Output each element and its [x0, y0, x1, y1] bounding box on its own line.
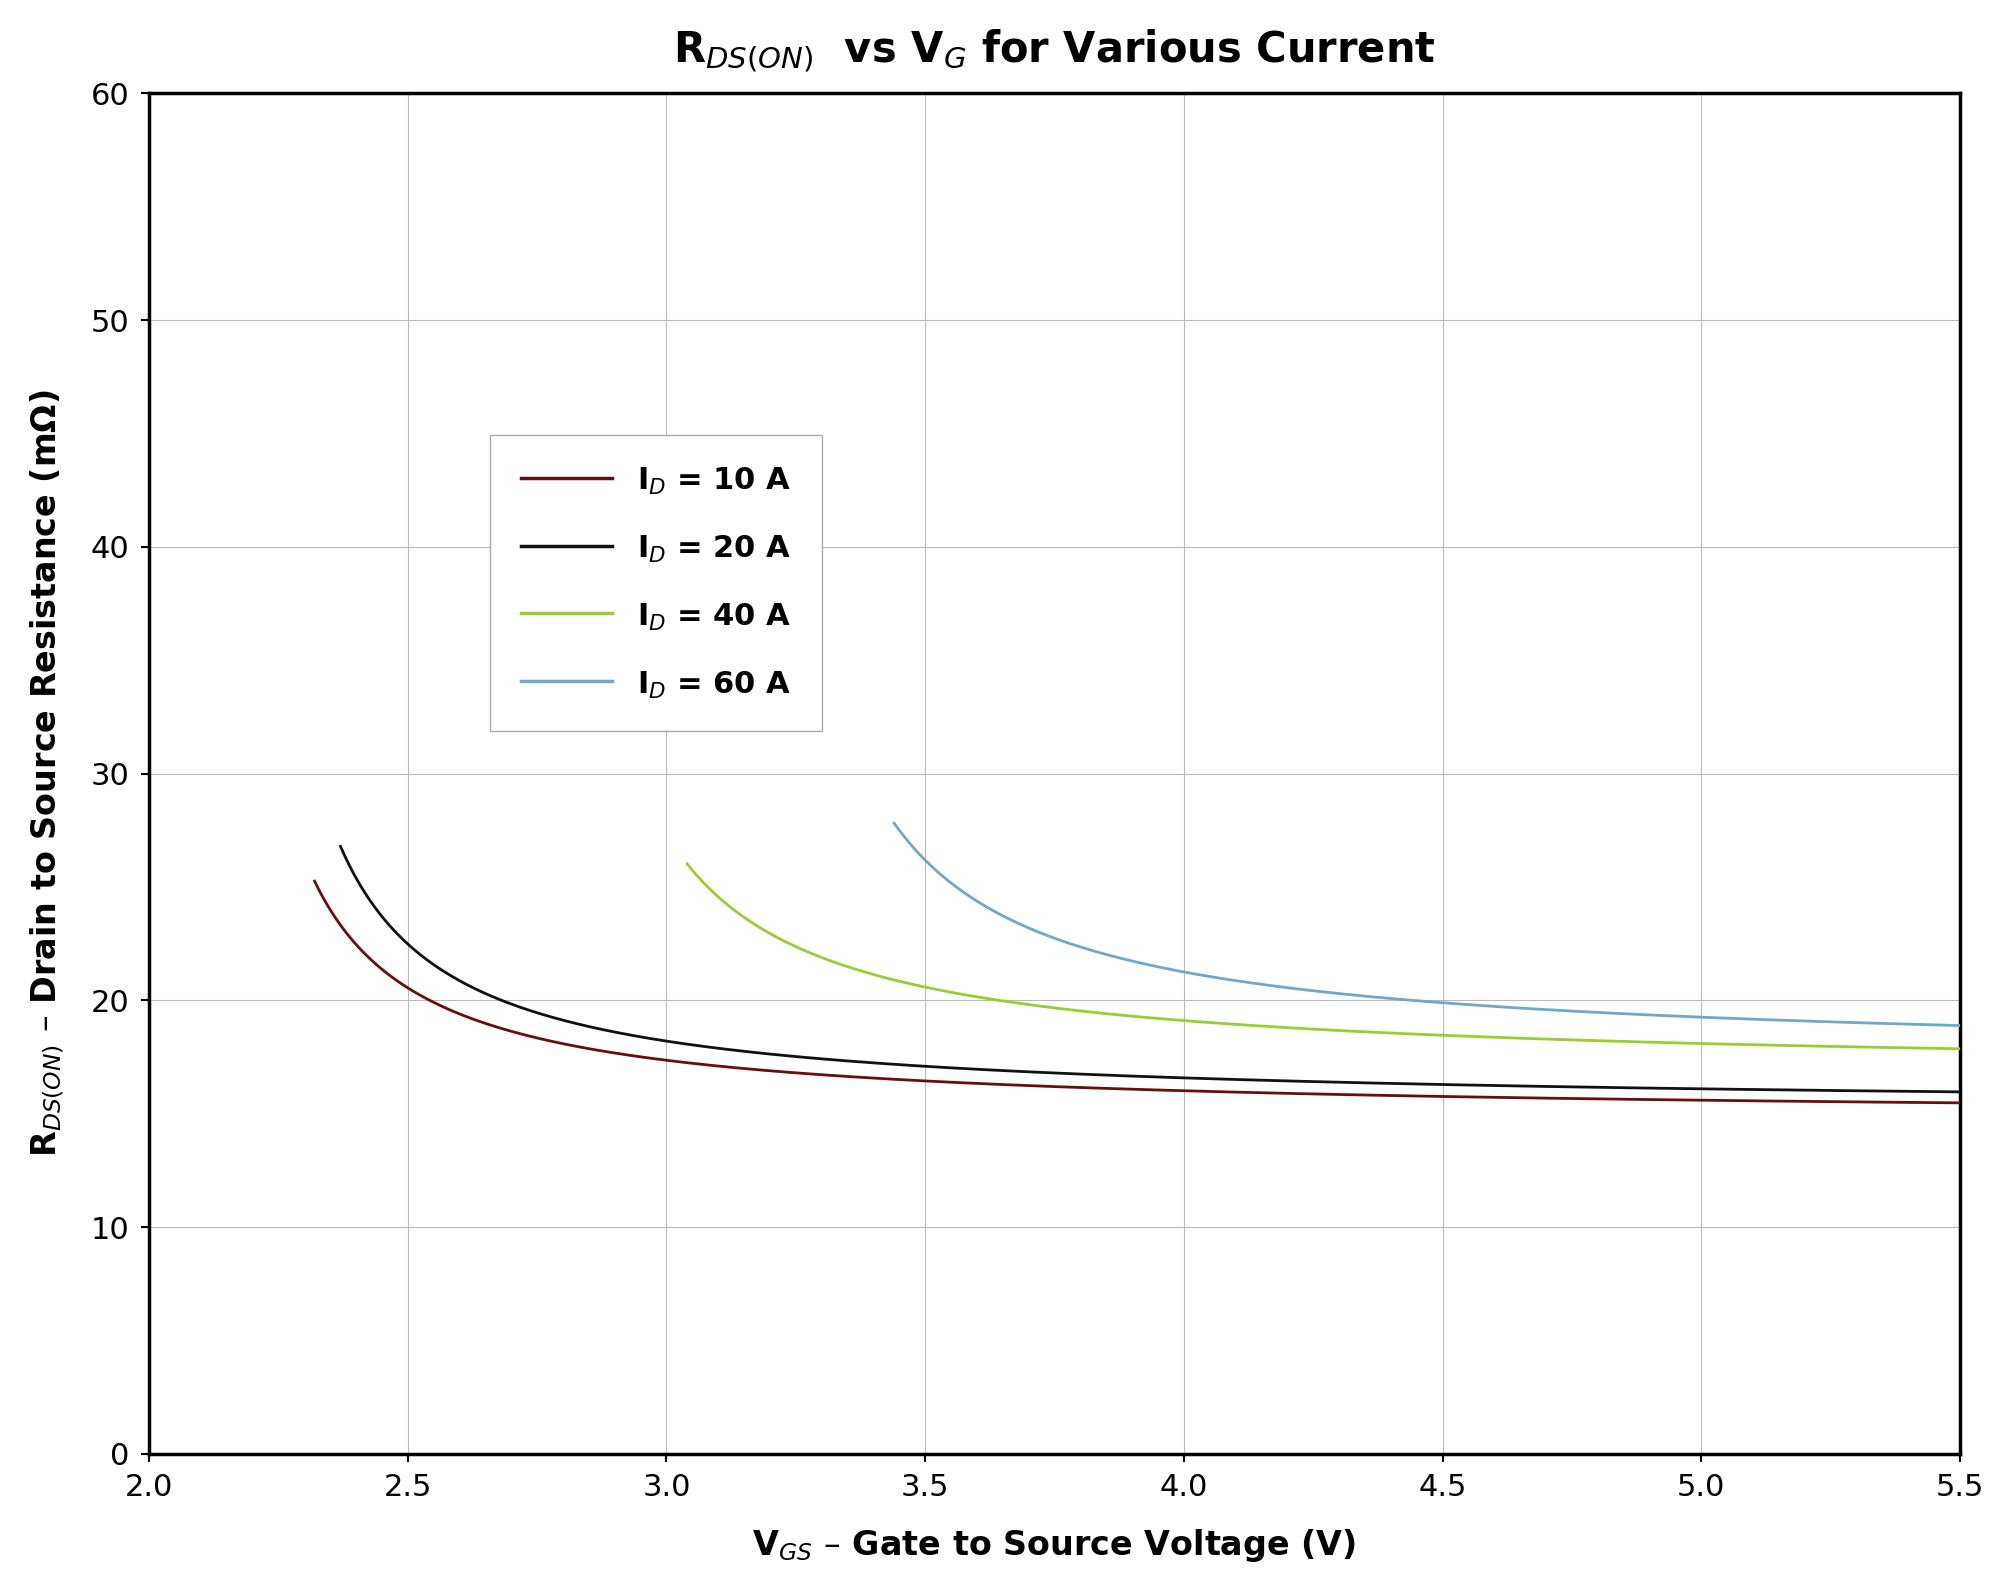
- Y-axis label: R$_{DS(ON)}$ – Drain to Source Resistance (mΩ): R$_{DS(ON)}$ – Drain to Source Resistanc…: [28, 390, 66, 1157]
- Legend: I$_D$ = 10 A, I$_D$ = 20 A, I$_D$ = 40 A, I$_D$ = 60 A: I$_D$ = 10 A, I$_D$ = 20 A, I$_D$ = 40 A…: [491, 435, 821, 731]
- X-axis label: V$_{GS}$ – Gate to Source Voltage (V): V$_{GS}$ – Gate to Source Voltage (V): [752, 1527, 1356, 1565]
- Title: R$_{DS(ON)}$  vs V$_G$ for Various Current: R$_{DS(ON)}$ vs V$_G$ for Various Curren…: [674, 27, 1437, 75]
